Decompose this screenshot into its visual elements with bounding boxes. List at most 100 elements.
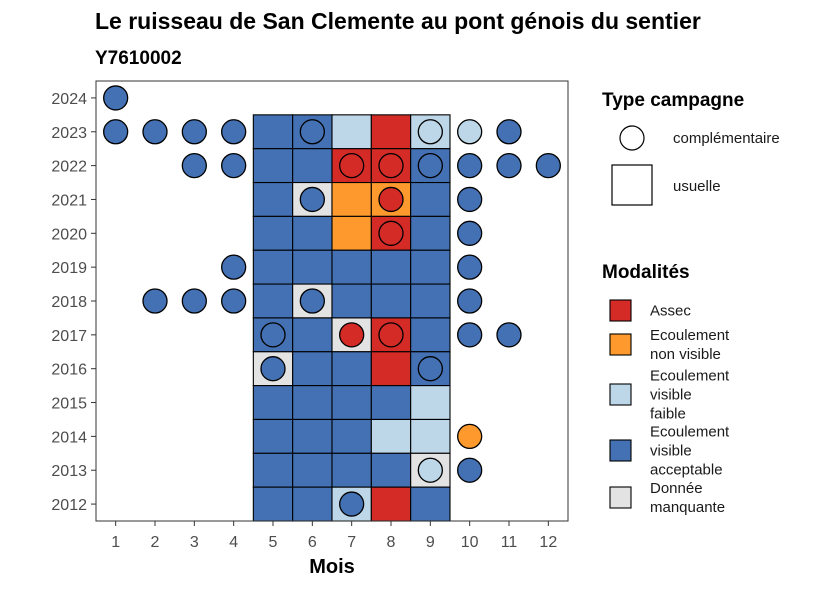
- y-tick-label: 2019: [51, 260, 87, 277]
- tile-2013-5: [252, 452, 294, 488]
- point-2020-10: [457, 220, 483, 246]
- tile-2012-5: [252, 486, 294, 522]
- tile-2015-9: [410, 385, 451, 421]
- tile-2020-6: [292, 215, 333, 251]
- x-tick-label: 9: [426, 534, 435, 551]
- tile-2021-7: [331, 181, 372, 217]
- tile-2019-7: [331, 249, 372, 285]
- point-2023-2: [142, 119, 168, 145]
- tile-2020-7: [331, 215, 372, 251]
- point-2024-1: [103, 85, 129, 111]
- x-tick-label: 10: [461, 534, 479, 551]
- tile-2020-5: [252, 215, 294, 251]
- legend-modalites: Modalités Assec Ecoulement non visible Ecou…: [602, 262, 730, 516]
- legend-label-modalite: Donnée manquante: [650, 480, 725, 516]
- tile-2018-7: [331, 283, 372, 319]
- point-2022-11: [496, 152, 522, 179]
- legend-key-M: [609, 486, 632, 509]
- y-tick-label: 2021: [51, 192, 87, 209]
- tile-2022-5: [252, 148, 294, 184]
- y-tick-label: 2023: [51, 125, 87, 142]
- tile-2016-6: [292, 351, 333, 387]
- tile-2019-6: [292, 249, 333, 285]
- x-tick-label: 1: [111, 534, 120, 551]
- legend-label-usuelle: usuelle: [673, 178, 721, 195]
- legend-label-modalite: Ecoulement visible faible: [650, 368, 730, 423]
- point-2023-11: [496, 119, 522, 145]
- tile-2015-6: [292, 385, 333, 421]
- point-2018-2: [142, 288, 168, 314]
- point-2018-3: [181, 288, 207, 314]
- tile-2021-5: [252, 181, 294, 217]
- y-tick-label: 2012: [51, 497, 87, 514]
- legend-key-V: [609, 439, 632, 462]
- y-tick-label: 2013: [51, 463, 87, 480]
- tile-2013-8: [370, 452, 412, 488]
- x-tick-label: 7: [347, 534, 356, 551]
- point-2017-7: [339, 322, 365, 348]
- y-tick-label: 2015: [51, 396, 87, 413]
- tile-2018-5: [252, 283, 294, 319]
- x-axis-title: Mois: [309, 556, 355, 578]
- point-2018-10: [457, 288, 483, 314]
- y-tick-label: 2024: [51, 91, 87, 108]
- point-2023-10: [457, 119, 483, 145]
- tile-2016-7: [331, 351, 372, 387]
- plot-area: [103, 85, 561, 522]
- point-2018-4: [221, 288, 247, 314]
- tile-2018-9: [410, 283, 451, 319]
- legend-type-campagne: Type campagne complémentaire usuelle: [602, 90, 780, 206]
- y-tick-label: 2017: [51, 328, 87, 345]
- tile-2018-8: [370, 283, 412, 319]
- tile-2012-6: [292, 486, 333, 522]
- y-tick-label: 2022: [51, 159, 87, 176]
- point-2021-6: [299, 186, 325, 213]
- chart-subtitle: Y7610002: [95, 48, 182, 69]
- point-2016-9: [417, 356, 443, 382]
- point-2023-4: [221, 119, 247, 145]
- legend-key-N: [609, 333, 632, 356]
- tile-2016-8: [370, 351, 412, 387]
- y-axis: 2012 2013 2014 2015 2016 2017 2018 2019 2020 2021…: [51, 91, 96, 514]
- tile-2015-7: [331, 385, 372, 421]
- point-2022-7: [339, 152, 365, 179]
- tile-2013-6: [292, 452, 333, 488]
- tile-2015-8: [370, 385, 412, 421]
- legend-modalites-title: Modalités: [602, 262, 690, 283]
- x-tick-label: 5: [269, 534, 278, 551]
- point-2012-7: [339, 491, 365, 517]
- x-tick-label: 8: [387, 534, 396, 551]
- legend-label-modalite: Ecoulement non visible: [650, 327, 730, 363]
- point-2019-10: [457, 254, 483, 280]
- point-2021-8: [378, 186, 404, 213]
- legend-label-modalite: Assec: [650, 303, 691, 320]
- point-2022-12: [535, 152, 561, 179]
- tile-2021-9: [410, 181, 451, 217]
- tile-2015-5: [252, 385, 294, 421]
- y-tick-label: 2020: [51, 226, 87, 243]
- point-2019-4: [221, 254, 247, 280]
- tile-2014-6: [292, 418, 333, 454]
- x-tick-label: 12: [539, 534, 557, 551]
- point-2023-9: [417, 119, 443, 145]
- tile-2023-7: [331, 114, 372, 150]
- legend-label-complementaire: complémentaire: [673, 130, 780, 147]
- tile-2014-7: [331, 418, 372, 454]
- point-2022-10: [457, 152, 483, 179]
- point-2020-8: [378, 220, 404, 246]
- point-2017-5: [260, 322, 286, 348]
- legend-label-modalite: Ecoulement visible acceptable: [650, 424, 730, 479]
- legend-circle-icon: [619, 125, 645, 151]
- tile-2012-8: [370, 486, 412, 522]
- tile-2014-5: [252, 418, 294, 454]
- legend-type-campagne-title: Type campagne: [602, 90, 744, 111]
- point-2017-11: [496, 322, 522, 348]
- tile-2017-6: [292, 317, 333, 353]
- point-2013-9: [417, 457, 443, 483]
- x-tick-label: 6: [308, 534, 317, 551]
- point-2013-10: [457, 457, 483, 483]
- tile-2017-9: [410, 317, 451, 353]
- tile-2019-5: [252, 249, 294, 285]
- point-2023-3: [181, 119, 207, 145]
